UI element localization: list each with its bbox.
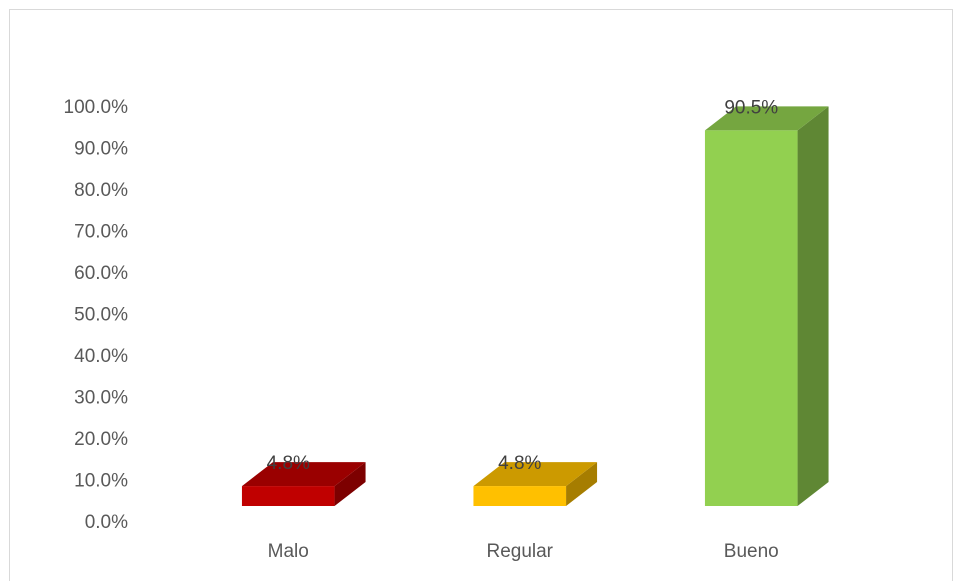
y-tick-label: 70.0%: [74, 222, 128, 243]
x-tick-label: Regular: [486, 541, 553, 562]
bar-top: [473, 462, 598, 487]
bar-side: [797, 106, 829, 507]
x-tick-label: Bueno: [724, 541, 779, 562]
y-tick-label: 50.0%: [74, 305, 128, 326]
bar-side: [566, 462, 598, 506]
y-tick-label: 60.0%: [74, 263, 128, 284]
value-label: 90.5%: [724, 97, 778, 118]
bar-top: [241, 462, 366, 487]
bar-side: [334, 462, 366, 506]
value-label: 4.8%: [267, 453, 310, 474]
x-tick-label: Malo: [268, 541, 309, 562]
value-label: 4.8%: [498, 453, 541, 474]
bar: [704, 130, 798, 507]
y-tick-label: 30.0%: [74, 388, 128, 409]
y-tick-label: 0.0%: [85, 512, 128, 533]
y-tick-label: 90.0%: [74, 139, 128, 160]
bar-top: [704, 106, 829, 131]
y-tick-label: 10.0%: [74, 471, 128, 492]
y-tick-label: 20.0%: [74, 429, 128, 450]
y-tick-label: 40.0%: [74, 346, 128, 367]
y-tick-label: 80.0%: [74, 180, 128, 201]
bar: [241, 486, 335, 506]
bar: [473, 486, 567, 506]
y-tick-label: 100.0%: [64, 97, 129, 118]
